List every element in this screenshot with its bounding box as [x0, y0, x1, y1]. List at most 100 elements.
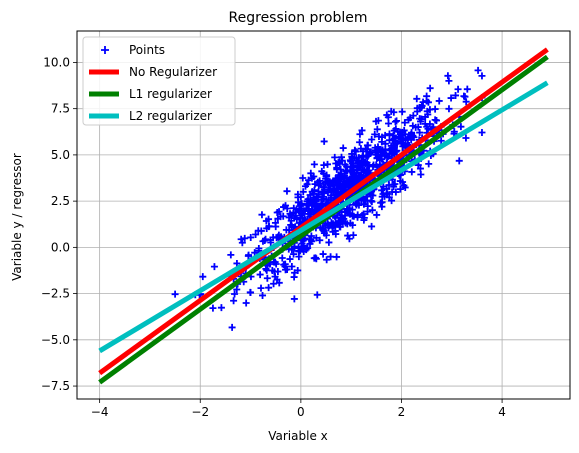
- scatter-point: [339, 144, 347, 152]
- scatter-point: [419, 98, 427, 106]
- scatter-point: [299, 174, 307, 182]
- scatter-point: [320, 137, 328, 145]
- scatter-point: [333, 253, 341, 261]
- x-axis-label: Variable x: [268, 429, 328, 443]
- y-tick-label: −5.0: [41, 333, 70, 347]
- scatter-point: [302, 182, 310, 190]
- scatter-point: [413, 95, 421, 103]
- scatter-point: [343, 220, 351, 228]
- scatter-point: [329, 181, 337, 189]
- scatter-point: [392, 188, 400, 196]
- scatter-point: [333, 165, 341, 173]
- scatter-point: [399, 134, 407, 142]
- scatter-point: [233, 259, 241, 267]
- scatter-point: [478, 129, 486, 137]
- scatter-point: [431, 105, 439, 113]
- scatter-point: [381, 192, 389, 200]
- scatter-point: [303, 197, 311, 205]
- scatter-point: [251, 249, 259, 257]
- scatter-point: [457, 123, 465, 131]
- scatter-point: [374, 117, 382, 125]
- scatter-point: [364, 208, 372, 216]
- x-tick-label: −2: [191, 405, 209, 419]
- scatter-point: [323, 171, 331, 179]
- y-tick-label: −2.5: [41, 287, 70, 301]
- scatter-point: [412, 123, 420, 131]
- scatter-point: [360, 166, 368, 174]
- scatter-point: [378, 198, 386, 206]
- scatter-point: [367, 190, 375, 198]
- scatter-point: [393, 117, 401, 125]
- scatter-point: [425, 160, 433, 168]
- scatter-point: [396, 185, 404, 193]
- scatter-point: [362, 145, 370, 153]
- scatter-point: [398, 108, 406, 116]
- regression-lines: [98, 47, 549, 385]
- scatter-point: [288, 263, 296, 271]
- scatter-point: [474, 66, 482, 74]
- legend-label-points: Points: [129, 43, 165, 57]
- no-regularizer-line: [98, 47, 549, 376]
- scatter-point: [228, 323, 236, 331]
- scatter-point: [345, 179, 353, 187]
- scatter-point: [287, 221, 295, 229]
- chart-title: Regression problem: [229, 10, 368, 26]
- y-tick-label: 0.0: [51, 240, 70, 254]
- scatter-point: [409, 132, 417, 140]
- scatter-point: [262, 217, 270, 225]
- scatter-point: [274, 215, 282, 223]
- scatter-point: [401, 183, 409, 191]
- scatter-point: [390, 144, 398, 152]
- scatter-point: [368, 135, 376, 143]
- scatter-point: [367, 197, 375, 205]
- scatter-point: [321, 179, 329, 187]
- scatter-point: [275, 279, 283, 287]
- scatter-point: [171, 290, 179, 298]
- scatter-point: [335, 158, 343, 166]
- scatter-point: [336, 172, 344, 180]
- scatter-point: [356, 138, 364, 146]
- scatter-point: [320, 227, 328, 235]
- scatter-point: [316, 236, 324, 244]
- scatter-point: [423, 92, 431, 100]
- scatter-point: [341, 161, 349, 169]
- scatter-point: [315, 204, 323, 212]
- scatter-point: [323, 256, 331, 264]
- scatter-point: [307, 232, 315, 240]
- scatter-point: [390, 127, 398, 135]
- scatter-point: [199, 273, 207, 281]
- scatter-point: [373, 125, 381, 133]
- scatter-point: [245, 251, 253, 259]
- y-axis-ticks: −7.5 −5.0 −2.5 0.0 2.5 5.0 7.5 10.0: [41, 55, 77, 393]
- scatter-point: [423, 107, 431, 115]
- scatter-point: [315, 181, 323, 189]
- scatter-point: [266, 260, 274, 268]
- scatter-point: [279, 212, 287, 220]
- scatter-point: [348, 163, 356, 171]
- scatter-point: [299, 188, 307, 196]
- scatter-point: [385, 120, 393, 128]
- scatter-point: [280, 203, 288, 211]
- scatter-point: [390, 108, 398, 116]
- scatter-point: [290, 273, 298, 281]
- scatter-point: [299, 237, 307, 245]
- scatter-point: [237, 235, 245, 243]
- scatter-point: [209, 304, 217, 312]
- scatter-point: [342, 167, 350, 175]
- scatter-point: [345, 209, 353, 217]
- scatter-point: [407, 136, 415, 144]
- y-tick-label: 10.0: [43, 55, 70, 69]
- scatter-point: [303, 244, 311, 252]
- scatter-point: [315, 191, 323, 199]
- scatter-point: [310, 160, 318, 168]
- scatter-point: [338, 153, 346, 161]
- x-axis-ticks: −4 −2 0 2 4: [91, 399, 506, 419]
- scatter-point: [325, 238, 333, 246]
- scatter-point: [364, 141, 372, 149]
- scatter-point: [290, 250, 298, 258]
- scatter-point: [335, 183, 343, 191]
- scatter-point: [426, 84, 434, 92]
- scatter-point: [265, 284, 273, 292]
- scatter-point: [295, 247, 303, 255]
